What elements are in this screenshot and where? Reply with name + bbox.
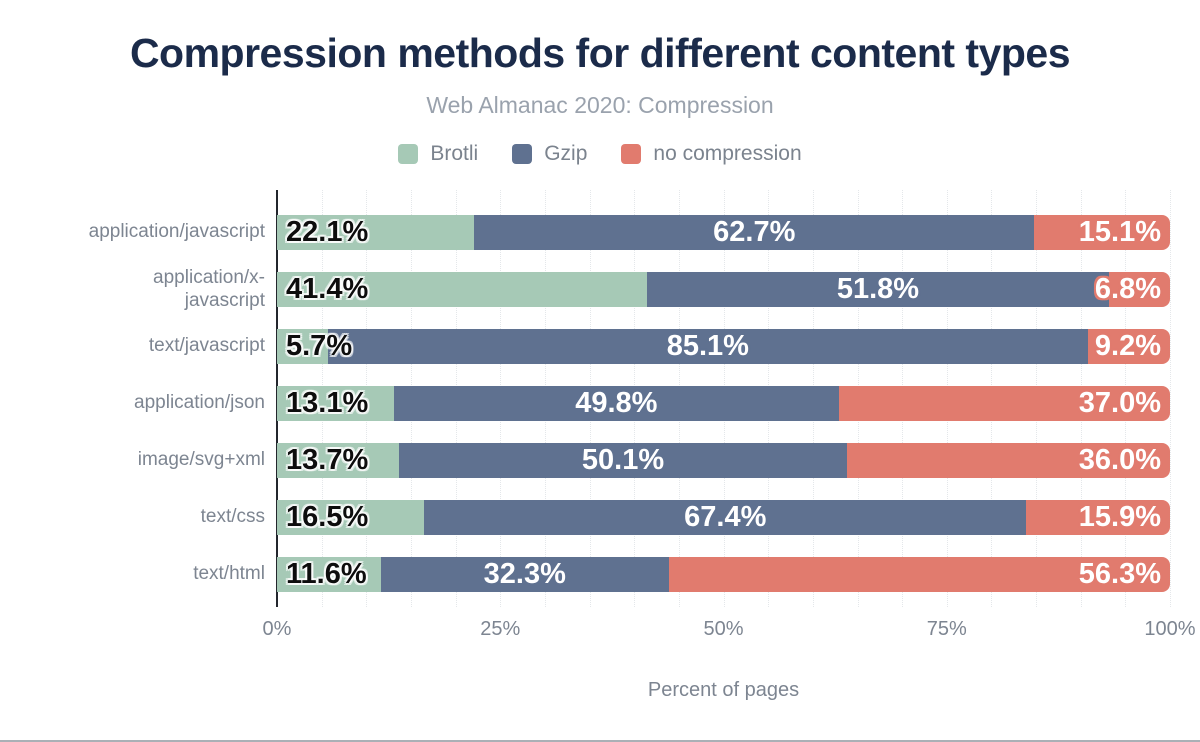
bar-row: application/json 13.1% 49.8% 37.0%	[75, 386, 1170, 421]
value-label-brotli: 16.5%	[286, 501, 369, 533]
bar-rows: application/javascript 22.1% 62.7% 15.1% app…	[75, 215, 1170, 592]
bar-row: application/x-javascript 41.4% 51.8% 6.8%	[75, 267, 1170, 311]
category-label-text: text/javascript	[148, 335, 265, 357]
legend-item-brotli[interactable]: Brotli	[398, 142, 478, 166]
value-label-brotli: 13.1%	[286, 387, 369, 419]
category-label: text/javascript	[75, 329, 277, 364]
value-label-gzip: 51.8%	[836, 273, 920, 305]
x-tick-label: 25%	[480, 618, 521, 640]
bar-segment-gzip: 67.4%	[424, 500, 1027, 535]
bar-row: application/javascript 22.1% 62.7% 15.1%	[75, 215, 1170, 250]
bar-segment-no-compression: 9.2%	[1087, 329, 1170, 364]
chart-title: Compression methods for different conten…	[129, 30, 1071, 76]
bar-segment-no-compression: 6.8%	[1095, 272, 1170, 307]
chart-subtitle: Web Almanac 2020: Compression	[426, 92, 774, 118]
bar-segment-brotli: 16.5%	[277, 500, 425, 535]
bar-segment-brotli: 41.4%	[277, 272, 647, 307]
bar-segment-brotli: 22.1%	[277, 215, 475, 250]
value-label-gzip: 62.7%	[713, 216, 796, 248]
bar-segment-brotli: 13.7%	[277, 443, 400, 478]
legend: Brotli Gzip no compression	[0, 142, 1200, 166]
bar-track: 5.7% 85.1% 9.2%	[277, 329, 1170, 364]
bar-segment-brotli: 11.6%	[277, 557, 381, 592]
category-label-text: application/json	[134, 392, 265, 414]
bar-segment-gzip: 62.7%	[474, 215, 1035, 250]
bar-segment-gzip: 32.3%	[380, 557, 670, 592]
category-label-text: text/css	[200, 506, 265, 528]
bar-track: 13.1% 49.8% 37.0%	[277, 386, 1170, 421]
bar-segment-no-compression: 37.0%	[838, 386, 1170, 421]
value-label-gzip: 85.1%	[666, 330, 749, 362]
bar-row: text/html 11.6% 32.3% 56.3%	[75, 557, 1170, 592]
legend-swatch-icon	[398, 144, 419, 164]
value-label-no-compression: 36.0%	[1078, 444, 1161, 476]
legend-item-no-compression[interactable]: no compression	[621, 142, 802, 166]
category-label: application/json	[75, 386, 277, 421]
value-label-gzip: 67.4%	[684, 501, 767, 533]
bar-track: 13.7% 50.1% 36.0%	[277, 443, 1170, 478]
value-label-brotli: 11.6%	[286, 558, 367, 590]
bar-segment-no-compression: 15.9%	[1026, 500, 1170, 535]
category-label-text: application/x-javascript	[153, 266, 265, 311]
category-label-text: text/html	[193, 563, 265, 585]
bar-row: text/javascript 5.7% 85.1% 9.2%	[75, 329, 1170, 364]
category-label: image/svg+xml	[75, 443, 277, 478]
bar-row: text/css 16.5% 67.4% 15.9%	[75, 500, 1170, 535]
x-tick-label: 75%	[926, 618, 967, 640]
category-label: text/css	[75, 500, 277, 535]
bar-segment-gzip: 85.1%	[327, 329, 1088, 364]
bar-track: 41.4% 51.8% 6.8%	[277, 272, 1170, 307]
value-label-gzip: 49.8%	[575, 387, 658, 419]
category-label-text: application/javascript	[88, 221, 265, 243]
value-label-gzip: 50.1%	[581, 444, 665, 476]
bar-segment-brotli: 5.7%	[277, 329, 352, 364]
gridline	[1170, 190, 1171, 607]
bar-segment-gzip: 51.8%	[646, 272, 1110, 307]
value-label-gzip: 32.3%	[483, 558, 566, 590]
bar-track: 11.6% 32.3% 56.3%	[277, 557, 1170, 592]
x-axis-title: Percent of pages	[647, 679, 800, 701]
x-tick-label: 100%	[1144, 618, 1196, 640]
value-label-no-compression: 15.9%	[1078, 501, 1161, 533]
legend-label: Brotli	[430, 142, 479, 165]
value-label-brotli: 5.7%	[286, 330, 353, 362]
bar-segment-brotli: 13.1%	[277, 386, 394, 421]
bar-track: 22.1% 62.7% 15.1%	[277, 215, 1170, 250]
bar-segment-no-compression: 36.0%	[846, 443, 1170, 478]
value-label-brotli: 22.1%	[286, 216, 369, 248]
x-tick-label: 50%	[703, 618, 744, 640]
bar-segment-gzip: 49.8%	[393, 386, 839, 421]
bar-segment-no-compression: 56.3%	[669, 557, 1170, 592]
category-label-text: image/svg+xml	[137, 449, 265, 471]
value-label-no-compression: 56.3%	[1078, 558, 1161, 590]
value-label-no-compression: 9.2%	[1094, 330, 1161, 362]
bar-segment-no-compression: 15.1%	[1034, 215, 1170, 250]
bar-segment-gzip: 50.1%	[399, 443, 847, 478]
value-label-brotli: 13.7%	[286, 444, 369, 476]
value-label-no-compression: 6.8%	[1094, 273, 1161, 305]
bar-track: 16.5% 67.4% 15.9%	[277, 500, 1170, 535]
legend-label: Gzip	[544, 142, 588, 165]
category-label: text/html	[75, 557, 277, 592]
category-label: application/x-javascript	[75, 267, 277, 311]
legend-swatch-icon	[512, 144, 533, 164]
x-tick-label: 0%	[262, 618, 292, 640]
value-label-brotli: 41.4%	[286, 273, 369, 305]
legend-swatch-icon	[621, 144, 642, 164]
bar-row: image/svg+xml 13.7% 50.1% 36.0%	[75, 443, 1170, 478]
legend-label: no compression	[653, 142, 802, 165]
value-label-no-compression: 15.1%	[1078, 216, 1161, 248]
value-label-no-compression: 37.0%	[1078, 387, 1161, 419]
bottom-border	[0, 740, 1200, 742]
category-label: application/javascript	[75, 215, 277, 250]
legend-item-gzip[interactable]: Gzip	[512, 142, 587, 166]
